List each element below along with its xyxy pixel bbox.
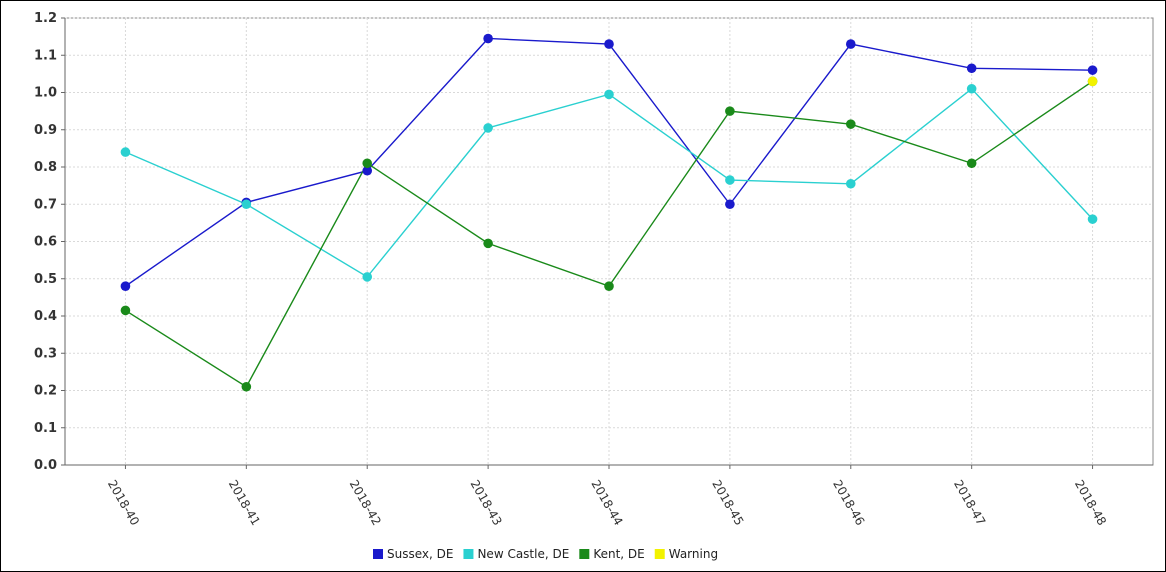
y-tick-label: 0.2 — [34, 384, 57, 399]
warning-point — [1087, 76, 1098, 87]
data-point — [604, 281, 614, 292]
y-tick-label: 0.9 — [34, 123, 57, 138]
x-tick-label: 2018-48 — [1072, 478, 1109, 528]
data-point — [604, 39, 614, 49]
data-point — [845, 119, 856, 129]
data-point — [725, 175, 735, 185]
legend-label: New Castle, DE — [477, 547, 569, 561]
data-point — [725, 199, 735, 210]
data-point — [1087, 214, 1098, 224]
legend-label: Sussex, DE — [387, 547, 453, 561]
data-point — [362, 158, 373, 169]
data-point — [241, 199, 252, 210]
legend-label: Kent, DE — [593, 547, 644, 561]
data-point — [362, 272, 373, 282]
x-tick-label: 2018-44 — [588, 478, 625, 528]
x-tick-label: 2018-40 — [105, 478, 142, 528]
data-point — [725, 106, 735, 116]
data-point — [845, 178, 856, 189]
y-tick-label: 0.4 — [34, 309, 57, 324]
x-tick-label: 2018-41 — [226, 478, 263, 528]
x-tick-label: 2018-46 — [830, 478, 867, 528]
data-point — [1087, 65, 1098, 75]
data-point — [966, 63, 977, 74]
data-point — [120, 281, 131, 292]
y-tick-label: 1.2 — [34, 11, 57, 26]
data-point — [604, 89, 614, 100]
y-tick-label: 0.6 — [34, 235, 57, 250]
y-tick-label: 1.1 — [34, 48, 57, 63]
data-point — [120, 147, 131, 157]
x-axis-ticks: 2018-40 2018-41 2018-42 2018-43 2018-44 2018-… — [105, 465, 1109, 528]
legend-swatch — [373, 549, 383, 559]
y-tick-label: 0.1 — [34, 421, 57, 436]
data-point — [483, 238, 493, 249]
series-layer — [120, 33, 1098, 392]
y-tick-label: 0.5 — [34, 272, 57, 287]
x-tick-label: 2018-42 — [347, 478, 384, 528]
data-point — [966, 158, 977, 169]
y-tick-label: 0.8 — [34, 160, 57, 175]
y-axis-ticks: 0.0 0.1 0.2 0.3 0.4 0.5 0.6 0.7 0.8 0.9 1.0 1.1 1.2 — [34, 11, 65, 473]
data-point — [966, 83, 977, 94]
x-tick-label: 2018-45 — [709, 478, 746, 528]
x-tick-label: 2018-47 — [951, 478, 988, 528]
legend-label: Warning — [669, 547, 718, 561]
legend-swatch — [654, 549, 665, 559]
data-point — [362, 165, 373, 176]
data-point — [120, 305, 131, 316]
legend-swatch — [463, 549, 474, 559]
y-tick-label: 1.0 — [34, 86, 57, 101]
data-point — [483, 123, 493, 133]
legend-swatch — [579, 549, 590, 559]
legend: Sussex, DE New Castle, DE Kent, DE Warning — [373, 547, 718, 561]
data-point — [241, 381, 252, 392]
x-tick-label: 2018-43 — [468, 478, 505, 528]
data-point — [483, 33, 493, 44]
y-tick-label: 0.3 — [34, 346, 57, 361]
grid-lines — [64, 17, 1154, 466]
y-tick-label: 0.7 — [34, 197, 57, 212]
data-point — [845, 39, 856, 49]
y-tick-label: 0.0 — [34, 458, 57, 473]
